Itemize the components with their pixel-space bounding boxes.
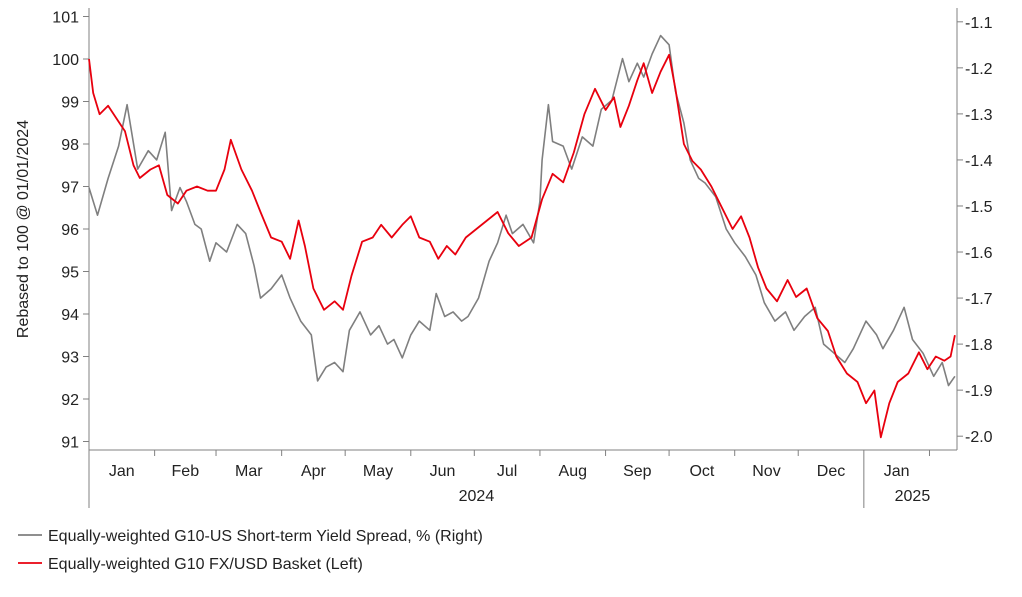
month-label: Aug (559, 463, 587, 480)
right-tick-label: -1.5 (965, 199, 993, 216)
right-tick-label: -2.0 (965, 429, 993, 446)
year-label: 2025 (895, 488, 931, 505)
left-tick-label: 95 (61, 265, 79, 282)
right-tick-label: -1.6 (965, 245, 993, 262)
left-tick-label: 94 (61, 307, 79, 324)
left-tick-label: 91 (61, 435, 79, 452)
month-label: Mar (235, 463, 263, 480)
yield-spread-line (88, 34, 956, 387)
month-label: May (363, 463, 393, 480)
month-label: Sep (623, 463, 652, 480)
left-tick-label: 97 (61, 180, 79, 197)
right-tick-label: -1.3 (965, 107, 993, 124)
month-label: Jan (884, 463, 910, 480)
left-tick-label: 92 (61, 392, 79, 409)
month-label: Dec (817, 463, 845, 480)
month-label: Jun (430, 463, 456, 480)
left-tick-label: 101 (52, 10, 79, 27)
fx-basket-line (88, 53, 956, 439)
y-axis-title: Rebased to 100 @ 01/01/2024 (15, 120, 32, 338)
series-layer (88, 34, 956, 439)
right-tick-label: -1.4 (965, 153, 993, 170)
left-tick-label: 96 (61, 222, 79, 239)
month-label: Oct (689, 463, 714, 480)
right-tick-label: -1.7 (965, 291, 993, 308)
month-label: Jul (497, 463, 517, 480)
month-label: Apr (301, 463, 327, 480)
month-label: Nov (752, 463, 780, 480)
legend-label: Equally-weighted G10-US Short-term Yield… (48, 528, 483, 545)
right-tick-label: -1.2 (965, 61, 993, 78)
legend: Equally-weighted G10-US Short-term Yield… (18, 528, 483, 573)
axes-layer: 91 92 93 94 95 96 97 98 99 100 101 -2.0 -1.9 -1.8 -1.7… (15, 8, 993, 508)
right-tick-label: -1.8 (965, 337, 993, 354)
year-label: 2024 (459, 488, 495, 505)
left-tick-label: 100 (52, 52, 79, 69)
right-tick-label: -1.9 (965, 383, 993, 400)
month-label: Feb (172, 463, 200, 480)
left-tick-label: 98 (61, 137, 79, 154)
month-label: Jan (109, 463, 135, 480)
right-tick-label: -1.1 (965, 15, 993, 32)
left-tick-label: 99 (61, 95, 79, 112)
legend-label: Equally-weighted G10 FX/USD Basket (Left… (48, 556, 363, 573)
left-tick-label: 93 (61, 350, 79, 367)
